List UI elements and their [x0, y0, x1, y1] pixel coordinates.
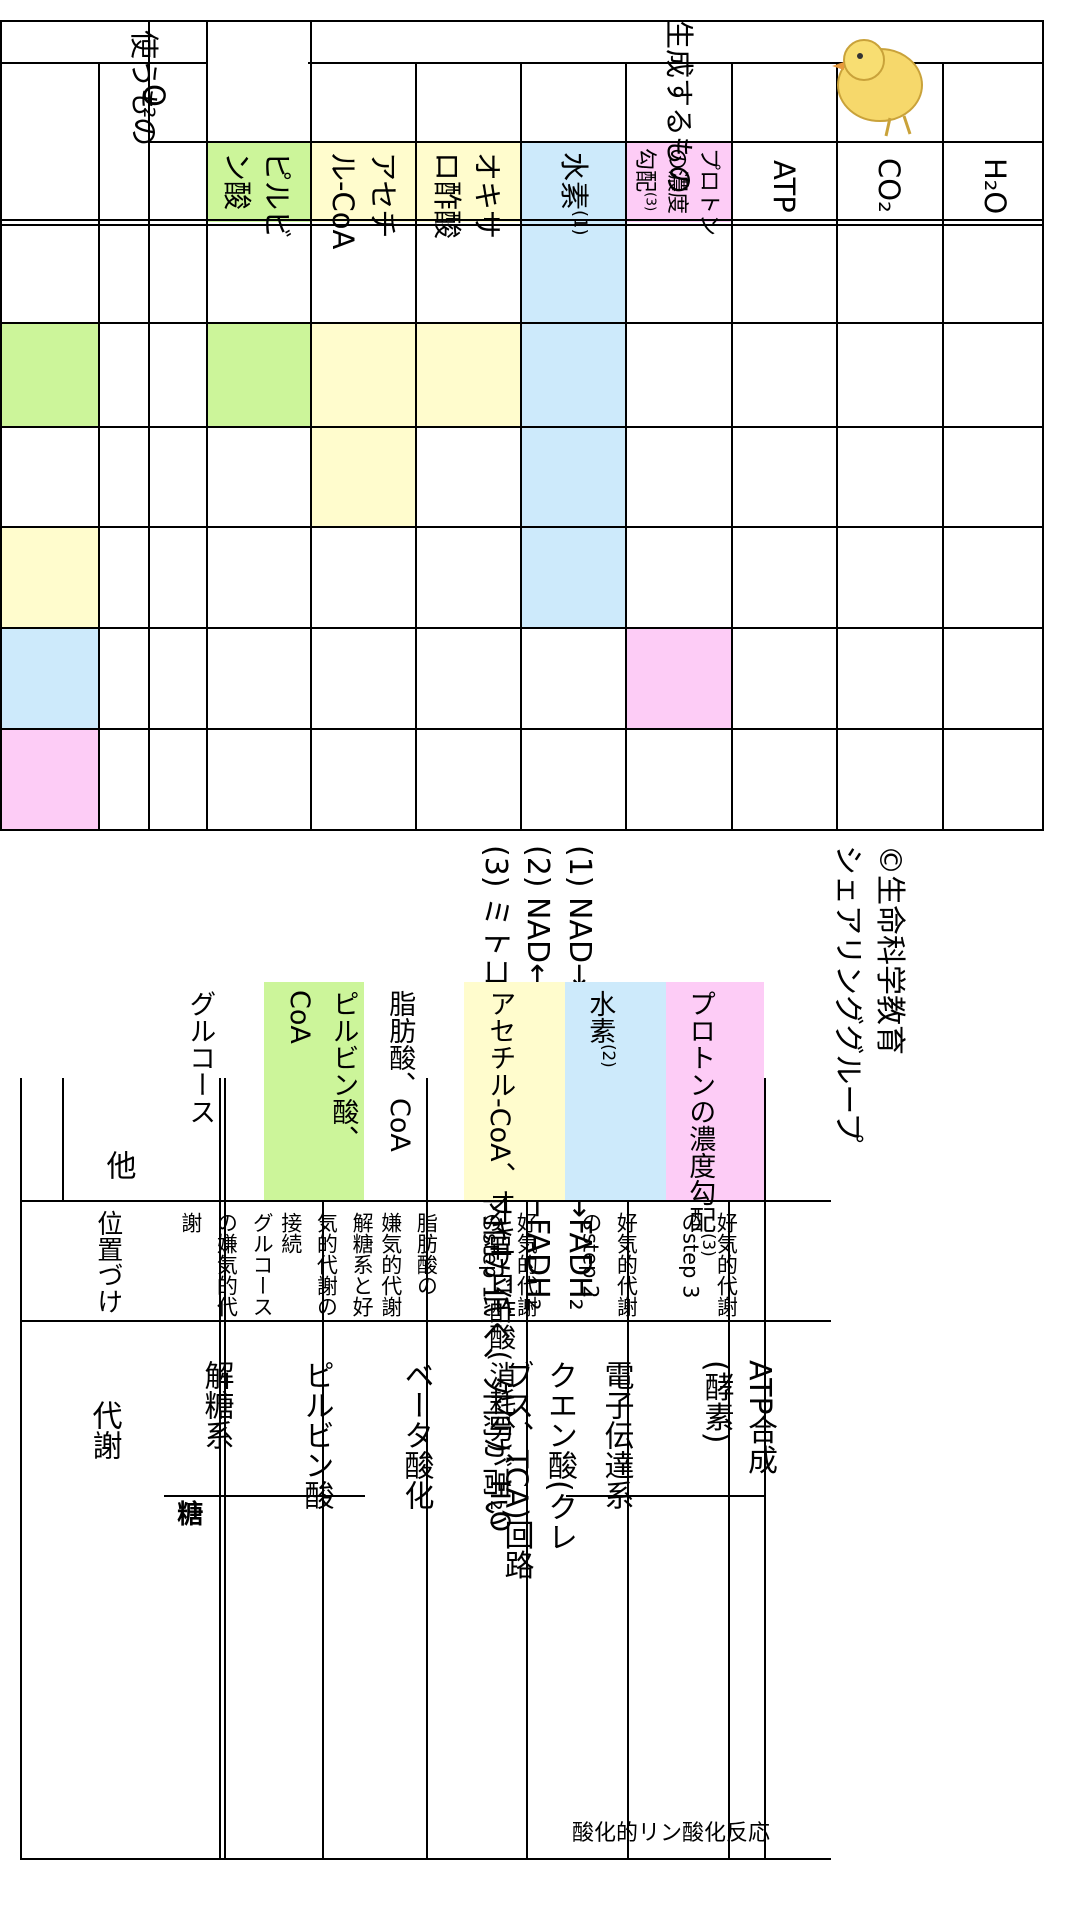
- line-col-atp: [836, 63, 838, 831]
- line-col-oxalo: [520, 63, 522, 831]
- header-proton-1: プロトン: [696, 148, 721, 237]
- header-h2o: H₂O: [978, 158, 1012, 215]
- line-col-uses: [206, 20, 208, 831]
- line-row-6: [0, 728, 1044, 730]
- fill-glycolysis-pyruvate: [206, 323, 310, 427]
- note-2: (2) NAD←NADH₂⁺、FAD←FADH₂: [520, 845, 555, 1311]
- header-atp: ATP: [767, 160, 801, 213]
- note-3: (3) ミトコンドリア内膜の内側が低く、外側が高い: [478, 845, 513, 1528]
- fill-beta-acetyl: [310, 427, 416, 527]
- line-row-4: [0, 526, 1044, 528]
- border-right: [0, 829, 1044, 831]
- copyright-1: ©生命科学教育: [872, 845, 907, 1055]
- line-col-acetyl: [415, 63, 417, 831]
- header-proton-2: の濃度: [664, 148, 689, 215]
- header-hydrogen: 水素(1): [557, 152, 591, 236]
- fill-pyruvate-acetyl: [310, 323, 416, 427]
- line-header-split-2: [0, 62, 208, 64]
- header-oxalo-1: オキサ: [470, 152, 504, 240]
- line-row-3: [0, 426, 1044, 428]
- header-oxalo-2: ロ酢酸: [430, 152, 464, 240]
- copyright-2: シェアリンググループ: [830, 845, 865, 1143]
- line-col-produces: [310, 20, 312, 831]
- line-col-co2: [942, 63, 944, 831]
- line-row-5: [0, 627, 1044, 629]
- line-header-body-2: [0, 224, 1044, 226]
- line-col-proton: [731, 63, 733, 831]
- fill-other-atp: [0, 729, 99, 829]
- fill-other-pyruvate: [0, 323, 99, 427]
- fill-other-citric: [0, 527, 99, 628]
- header-pyruvate-1: ピルビ: [260, 152, 294, 240]
- header-pyruvate-2: ン酸: [220, 152, 254, 211]
- header-acetyl-2: ル-CoA: [326, 152, 360, 250]
- chick-icon: [832, 39, 923, 137]
- note-1: (1) NAD→NADH₂⁺、FAD→FADH₂: [562, 845, 597, 1311]
- fill-etc-proton: [626, 628, 732, 729]
- fill-other-etc: [0, 628, 99, 729]
- fill-pyruvate-oxalo: [416, 323, 520, 427]
- line-row-2: [0, 322, 1044, 324]
- header-o2: O₂: [137, 84, 171, 119]
- fill-hydrogen-column: [520, 222, 626, 628]
- header-proton-3: 勾配(3): [632, 148, 659, 212]
- line-header-body: [0, 219, 1044, 221]
- line-col-hydrogen: [625, 63, 627, 831]
- header-co2: CO₂: [872, 158, 906, 213]
- line-subheader: [150, 141, 1044, 143]
- line-col-o2: [98, 63, 100, 831]
- header-acetyl-1: アセチ: [366, 152, 400, 239]
